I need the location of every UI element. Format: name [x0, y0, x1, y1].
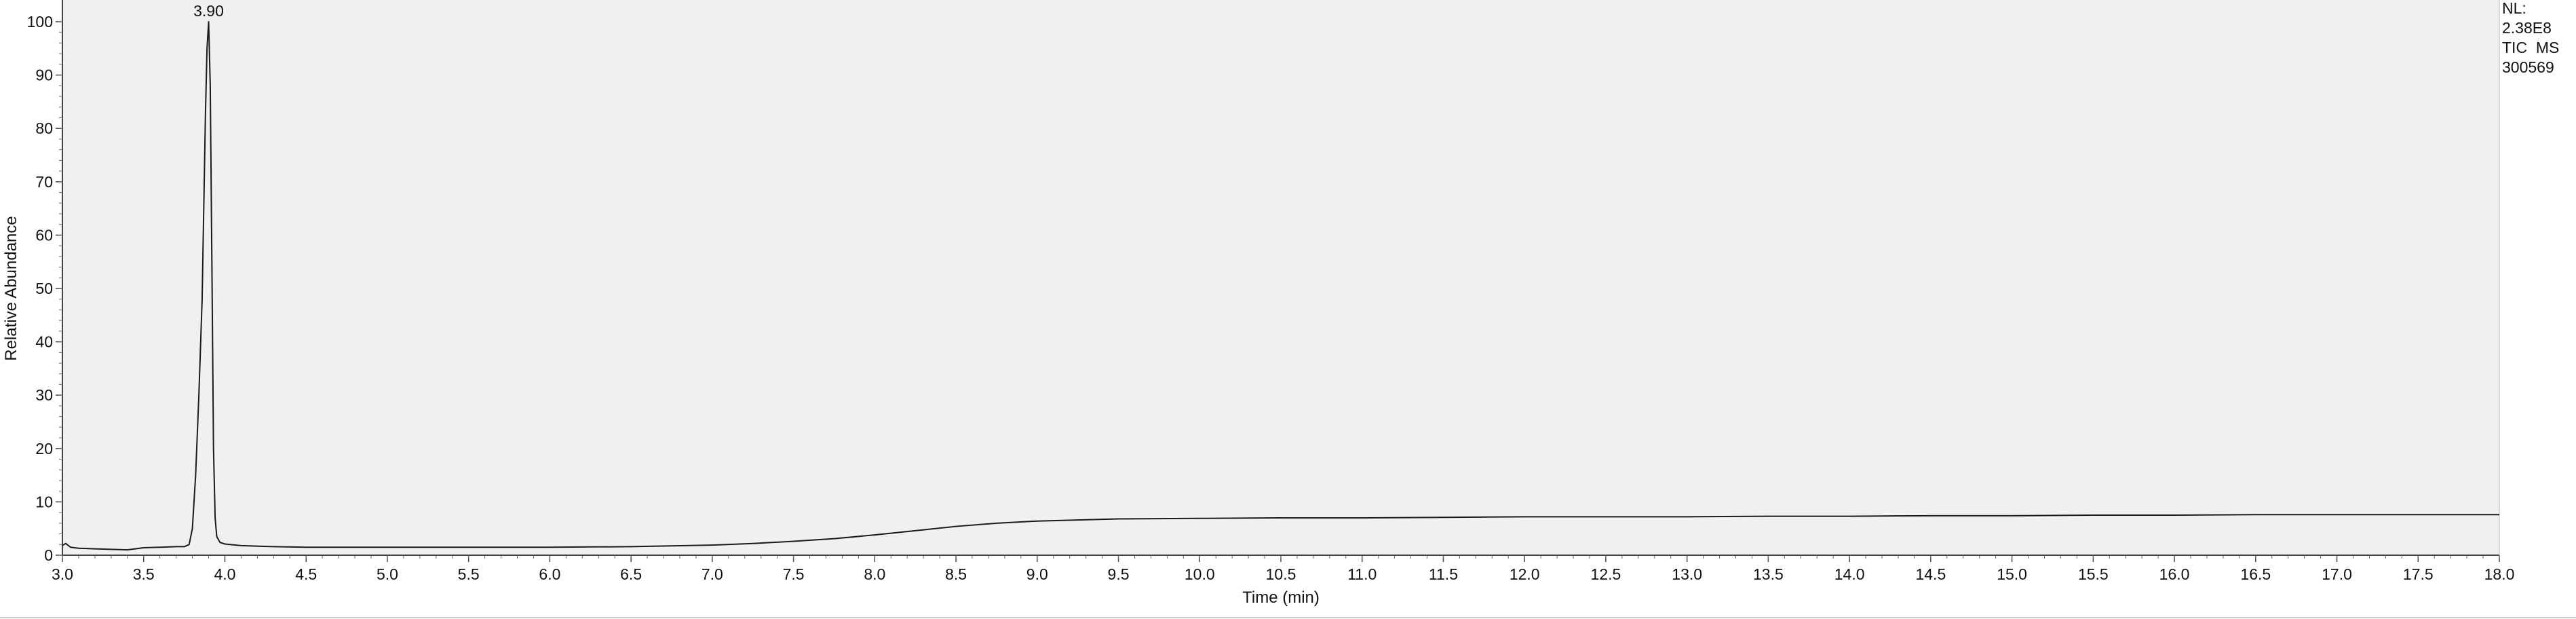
x-tick-label: 11.0 — [1347, 565, 1377, 583]
x-tick-label: 4.0 — [214, 565, 235, 583]
plot-area — [62, 0, 2499, 555]
x-tick-label: 11.5 — [1429, 565, 1458, 583]
x-axis-title: Time (min) — [1242, 588, 1320, 607]
x-tick-label: 12.5 — [1591, 565, 1621, 583]
x-tick-label: 14.5 — [1915, 565, 1946, 583]
x-tick-label: 7.5 — [783, 565, 805, 583]
x-tick-label: 5.5 — [458, 565, 480, 583]
chromatogram-trace — [62, 21, 2499, 551]
x-tick-label: 10.0 — [1185, 565, 1215, 583]
x-tick-label: 14.0 — [1834, 565, 1865, 583]
x-tick-label: 9.5 — [1108, 565, 1130, 583]
y-tick-label: 80 — [35, 119, 53, 137]
y-tick-label: 90 — [35, 67, 53, 84]
annotation-layer: 3.90 — [193, 2, 224, 20]
x-tick-label: 8.5 — [945, 565, 967, 583]
info-line-scan-filter: TIC MS — [2502, 39, 2559, 56]
x-tick-label: 17.5 — [2403, 565, 2434, 583]
y-tick-label: 60 — [35, 226, 53, 244]
series-layer — [62, 21, 2499, 551]
info-box: NL: 2.38E8 TIC MS 300569 — [2502, 0, 2559, 76]
x-tick-label: 10.5 — [1266, 565, 1296, 583]
y-tick-label: 30 — [35, 386, 53, 404]
x-axis: 3.0 3.5 4.0 4.5 5.0 5.5 6.0 6.5 7.0 7.5 8.0 8.5 9.0 9… — [52, 555, 2514, 583]
y-tick-label: 0 — [44, 546, 53, 564]
y-tick-label: 70 — [35, 173, 53, 191]
x-tick-label: 4.5 — [295, 565, 317, 583]
y-axis: 0 10 20 30 40 50 60 70 80 90 100 — [27, 13, 62, 564]
x-tick-label: 3.5 — [133, 565, 155, 583]
x-tick-label: 16.0 — [2159, 565, 2190, 583]
x-tick-label: 9.0 — [1026, 565, 1048, 583]
x-tick-label: 6.0 — [539, 565, 560, 583]
y-tick-label: 40 — [35, 333, 53, 351]
info-line-file-name: 300569 — [2502, 58, 2554, 76]
x-tick-label: 13.5 — [1753, 565, 1784, 583]
x-tick-label: 15.5 — [2078, 565, 2109, 583]
x-tick-label: 6.5 — [620, 565, 642, 583]
y-tick-label: 50 — [35, 280, 53, 297]
info-line-nl: NL: — [2502, 0, 2526, 17]
peak-label: 3.90 — [193, 2, 224, 20]
x-tick-label: 17.0 — [2322, 565, 2352, 583]
x-tick-label: 8.0 — [864, 565, 885, 583]
x-tick-label: 3.0 — [52, 565, 73, 583]
x-tick-label: 5.0 — [377, 565, 398, 583]
y-tick-label: 10 — [35, 493, 53, 510]
y-axis-title: Relative Abundance — [2, 216, 20, 361]
x-tick-label: 12.0 — [1510, 565, 1540, 583]
y-tick-label: 100 — [27, 13, 53, 31]
x-tick-label: 7.0 — [701, 565, 723, 583]
y-tick-label: 20 — [35, 440, 53, 457]
x-tick-label: 18.0 — [2484, 565, 2515, 583]
info-line-nl-value: 2.38E8 — [2502, 19, 2552, 37]
x-tick-label: 15.0 — [1997, 565, 2027, 583]
x-tick-label: 13.0 — [1672, 565, 1702, 583]
x-tick-label: 16.5 — [2240, 565, 2271, 583]
